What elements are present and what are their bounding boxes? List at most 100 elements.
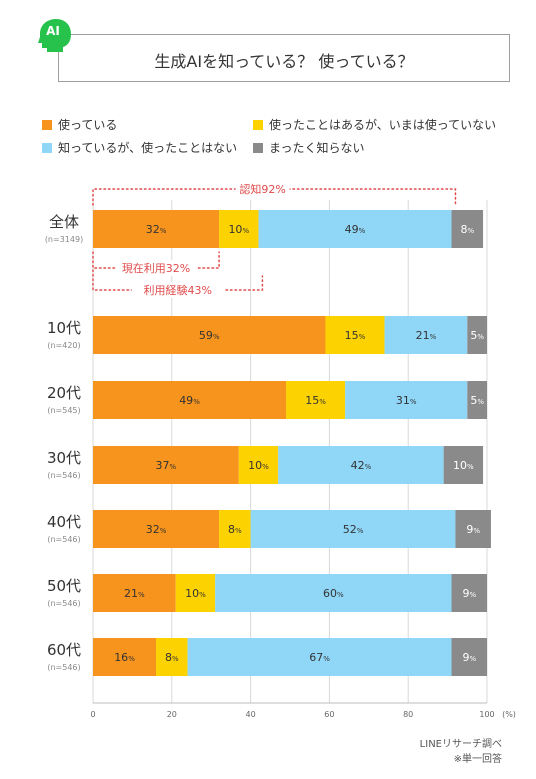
bracket-aware (92, 188, 457, 206)
bar-used_before-2 (286, 381, 346, 419)
sample-size-6: (n=546) (47, 663, 80, 672)
bar-know_not_used-4 (250, 510, 456, 548)
bar-used_before-5 (175, 574, 216, 612)
sample-size-3: (n=546) (47, 471, 80, 480)
answer-note: ※単一回答 (453, 754, 502, 765)
bar-dont_know-4 (455, 510, 491, 548)
value-label-dont_know-1: 5% (470, 329, 484, 342)
value-label-used_before-0: 10% (228, 223, 249, 236)
sample-size-1: (n=420) (47, 341, 80, 350)
bar-dont_know-3 (443, 446, 484, 484)
category-label-3: 30代 (47, 449, 81, 467)
sample-size-5: (n=546) (47, 599, 80, 608)
value-label-dont_know-3: 10% (453, 459, 474, 472)
value-label-dont_know-0: 8% (460, 223, 474, 236)
annotation-aware: 認知92% (239, 182, 285, 196)
bar-know_not_used-2 (345, 381, 468, 419)
bar-know_not_used-5 (215, 574, 452, 612)
value-label-know_not_used-2: 31% (396, 394, 417, 407)
legend-swatch-dont-know (253, 143, 263, 153)
legend-item-dont-know: まったく知らない (253, 140, 365, 156)
sample-size-4: (n=546) (47, 535, 80, 544)
sample-size-0: (n=3149) (45, 235, 83, 244)
bar-dont_know-2 (467, 381, 487, 419)
value-label-know_not_used-5: 60% (323, 587, 344, 600)
value-label-used_before-5: 10% (185, 587, 206, 600)
bar-used_before-1 (325, 316, 385, 354)
bar-know_not_used-1 (384, 316, 468, 354)
value-label-dont_know-5: 9% (462, 587, 476, 600)
value-label-using-4: 32% (146, 523, 167, 536)
bar-dont_know-5 (451, 574, 487, 612)
value-label-know_not_used-6: 67% (309, 651, 330, 664)
bar-using-4 (93, 510, 220, 548)
bar-dont_know-0 (451, 210, 484, 248)
legend-swatch-used-before (253, 120, 263, 130)
bar-know_not_used-0 (258, 210, 452, 248)
annotation-use-experience-bg (131, 282, 224, 298)
x-tick-label-80: 80 (403, 710, 413, 719)
value-label-using-6: 16% (114, 651, 135, 664)
value-label-used_before-3: 10% (248, 459, 269, 472)
sample-size-2: (n=545) (47, 406, 80, 415)
legend-label-used-before: 使ったことはあるが、いまは使っていない (269, 118, 497, 132)
bar-dont_know-1 (467, 316, 487, 354)
title-box: 生成AIを知っている？ 使っている？ (58, 34, 510, 82)
legend-swatch-using (42, 120, 52, 130)
bar-used_before-0 (219, 210, 259, 248)
bar-using-1 (93, 316, 326, 354)
category-label-5: 50代 (47, 577, 81, 595)
value-label-dont_know-6: 9% (462, 651, 476, 664)
category-label-1: 10代 (47, 319, 81, 337)
value-label-using-2: 49% (179, 394, 200, 407)
value-label-using-1: 59% (199, 329, 220, 342)
x-tick-label-40: 40 (246, 710, 256, 719)
value-label-using-5: 21% (124, 587, 145, 600)
value-label-using-3: 37% (156, 459, 177, 472)
bar-used_before-3 (238, 446, 279, 484)
x-tick-label-20: 20 (167, 710, 177, 719)
bar-using-0 (93, 210, 220, 248)
bracket-current-use (92, 251, 220, 269)
x-unit-label: (%) (502, 710, 516, 719)
ai-badge-text: AI (46, 24, 60, 38)
x-tick-label-60: 60 (324, 710, 334, 719)
annotation-aware-bg (235, 181, 290, 197)
bar-used_before-6 (156, 638, 188, 676)
bar-using-6 (93, 638, 157, 676)
legend-item-using: 使っている (42, 117, 117, 133)
x-tick-label-100: 100 (479, 710, 494, 719)
bar-dont_know-6 (451, 638, 487, 676)
annotation-use-experience: 利用経験43% (143, 283, 211, 297)
ai-head-shape (38, 19, 71, 52)
value-label-know_not_used-0: 49% (345, 223, 366, 236)
bar-know_not_used-6 (187, 638, 452, 676)
value-label-know_not_used-3: 42% (351, 459, 372, 472)
bar-using-3 (93, 446, 239, 484)
category-label-0: 全体 (49, 213, 79, 231)
legend-item-know-not-used: 知っているが、使ったことはない (42, 140, 237, 156)
legend-label-using: 使っている (58, 118, 118, 132)
legend-label-dont-know: まったく知らない (269, 141, 365, 155)
value-label-used_before-4: 8% (228, 523, 242, 536)
legend-swatch-know-not-used (42, 143, 52, 153)
legend-item-used-before: 使ったことはあるが、いまは使っていない (253, 117, 496, 133)
value-label-used_before-2: 15% (305, 394, 326, 407)
annotation-current-use: 現在利用32% (122, 262, 190, 275)
source-note: LINEリサーチ調べ (419, 739, 502, 750)
chart-title: 生成AIを知っている？ 使っている？ (154, 52, 414, 71)
value-label-know_not_used-1: 21% (416, 329, 437, 342)
value-label-know_not_used-4: 52% (343, 523, 364, 536)
category-label-4: 40代 (47, 513, 81, 531)
bar-used_before-4 (219, 510, 251, 548)
bar-using-5 (93, 574, 176, 612)
category-label-6: 60代 (47, 641, 81, 659)
category-label-2: 20代 (47, 384, 81, 402)
bar-using-2 (93, 381, 287, 419)
value-label-dont_know-2: 5% (470, 394, 484, 407)
value-label-using-0: 32% (146, 223, 167, 236)
value-label-used_before-1: 15% (345, 329, 366, 342)
x-tick-label-0: 0 (90, 710, 95, 719)
ai-head-icon (38, 19, 71, 52)
